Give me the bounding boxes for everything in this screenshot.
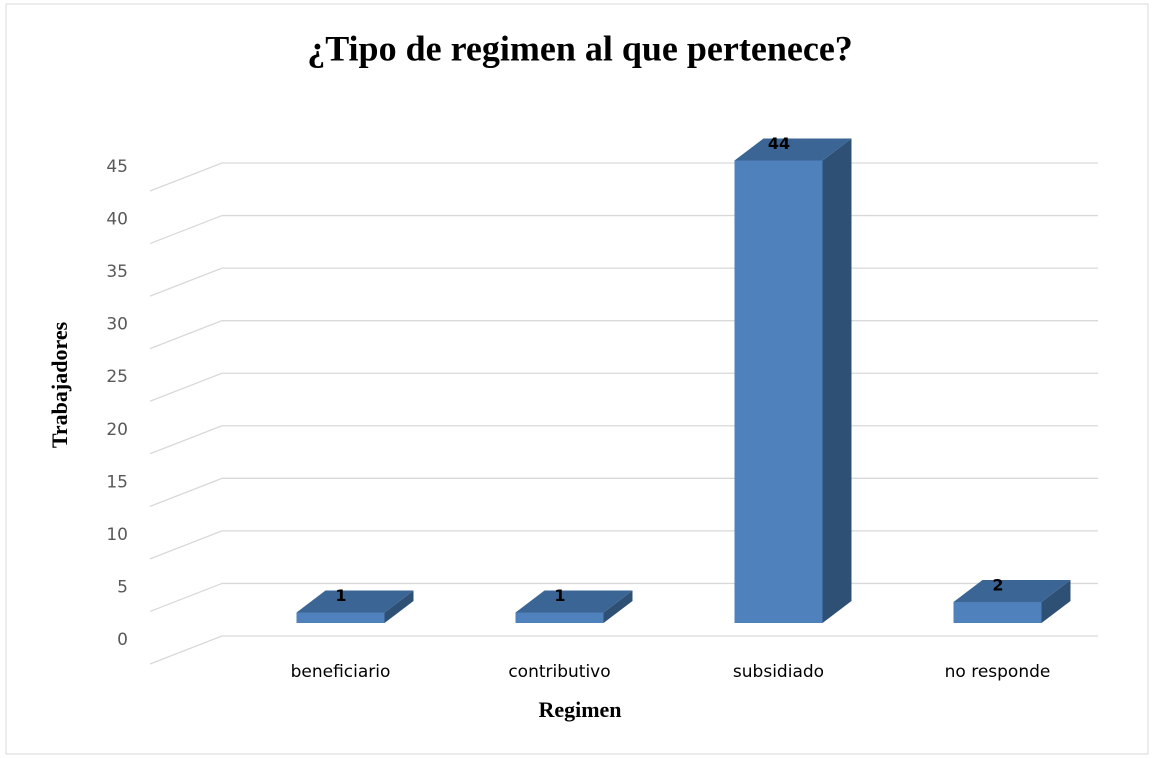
data-label: 1 — [335, 586, 346, 605]
grid-line-side — [149, 582, 223, 613]
x-axis-title: Regimen — [538, 697, 621, 722]
bar-side — [384, 590, 414, 623]
grid-line-side — [149, 214, 223, 245]
data-label: 44 — [768, 134, 790, 153]
y-tick-label: 25 — [106, 367, 128, 387]
y-tick-label: 45 — [106, 157, 128, 177]
grid-line-side — [149, 162, 223, 192]
y-tick-label: 15 — [106, 472, 128, 492]
bar-front — [515, 612, 604, 623]
x-tick-label: contributivo — [508, 662, 610, 682]
bar-side — [822, 138, 852, 623]
grid-line-side — [149, 477, 223, 507]
bar — [953, 579, 1071, 623]
bar-front — [734, 160, 823, 623]
y-axis-title: Trabajadores — [47, 321, 72, 448]
bar-side — [1041, 579, 1071, 623]
bar-top — [296, 590, 414, 613]
y-tick-label: 0 — [117, 630, 128, 650]
y-tick-label: 20 — [106, 420, 128, 440]
y-tick-label: 30 — [106, 315, 128, 335]
bar-front — [296, 612, 385, 623]
bar-side — [603, 590, 633, 623]
bar-top — [515, 590, 633, 613]
grid-line-side — [149, 530, 223, 560]
x-tick-label: beneficiario — [291, 662, 391, 682]
bar-front — [953, 601, 1042, 623]
grid-line-side — [149, 267, 223, 297]
chart-border — [5, 3, 1149, 755]
data-label: 1 — [554, 586, 565, 605]
grid-line-side — [149, 372, 223, 402]
grid-line-side — [149, 425, 223, 455]
x-tick-label: subsidiado — [733, 662, 824, 682]
bar — [296, 590, 414, 623]
bar — [515, 590, 633, 623]
y-tick-label: 5 — [117, 577, 128, 597]
bar-top — [734, 138, 852, 161]
grid-line-side — [149, 635, 223, 665]
bar — [734, 138, 852, 623]
y-tick-label: 40 — [106, 210, 128, 230]
y-tick-label: 10 — [106, 525, 128, 545]
bar-top — [953, 579, 1071, 602]
chart-title: ¿Tipo de regimen al que pertenece? — [307, 28, 853, 68]
y-tick-label: 35 — [106, 262, 128, 282]
grid-line-side — [149, 320, 223, 350]
data-label: 2 — [992, 575, 1003, 594]
x-tick-label: no responde — [945, 662, 1051, 682]
